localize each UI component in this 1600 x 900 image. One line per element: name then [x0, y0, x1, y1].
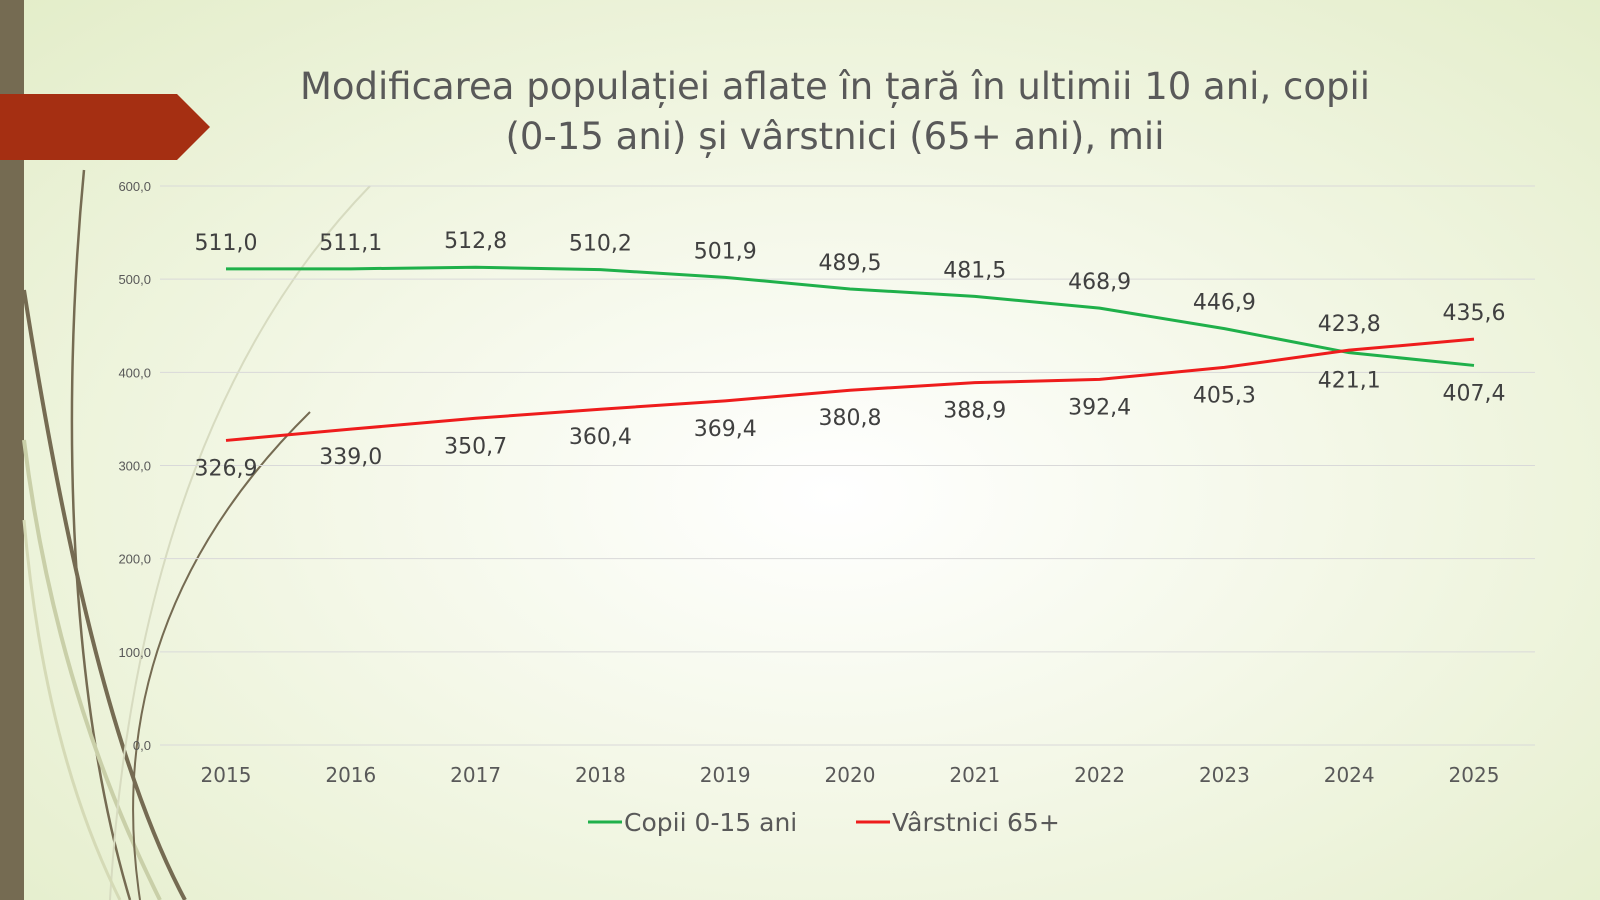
- data-label: 501,9: [694, 239, 757, 264]
- legend-label-copii: Copii 0-15 ani: [624, 808, 797, 837]
- data-label: 369,4: [694, 417, 757, 442]
- accent-arrow: [0, 94, 210, 160]
- x-axis: 2015 2016 2017 2018 2019 2020 2021 2022 2023 2024…: [201, 763, 1500, 787]
- series-lines: [225, 265, 1475, 442]
- y-tick-label: 200,0: [118, 552, 151, 567]
- data-label: 446,9: [1193, 291, 1256, 316]
- data-label: 392,4: [1068, 395, 1131, 420]
- data-label: 407,4: [1443, 381, 1506, 406]
- data-label: 405,3: [1193, 383, 1256, 408]
- x-tick-label: 2021: [949, 763, 1000, 787]
- y-tick-label: 400,0: [118, 365, 151, 380]
- data-label: 468,9: [1068, 270, 1131, 295]
- data-label: 339,0: [319, 445, 382, 470]
- legend: Copii 0-15 ani Vârstnici 65+: [588, 808, 1060, 837]
- data-label: 380,8: [819, 406, 882, 431]
- data-label: 481,5: [943, 258, 1006, 283]
- data-label: 326,9: [195, 456, 258, 481]
- x-tick-label: 2015: [201, 763, 252, 787]
- x-tick-label: 2020: [825, 763, 876, 787]
- series-line-varstnici: [225, 337, 1475, 442]
- data-label: 510,2: [569, 232, 632, 257]
- x-tick-label: 2023: [1199, 763, 1250, 787]
- x-tick-label: 2019: [700, 763, 751, 787]
- data-label: 512,8: [444, 229, 507, 254]
- data-label: 511,1: [319, 231, 382, 256]
- chart-title-line-1: Modificarea populației aflate în țară în…: [299, 65, 1371, 108]
- chart-title: Modificarea populației aflate în țară în…: [250, 62, 1420, 162]
- legend-label-varstnici: Vârstnici 65+: [892, 808, 1060, 837]
- y-tick-label: 600,0: [118, 179, 151, 194]
- data-label: 489,5: [819, 251, 882, 276]
- data-label: 360,4: [569, 425, 632, 450]
- decorative-curves: [22, 169, 371, 900]
- chart-title-line-2: (0-15 ani) și vârstnici (65+ ani), mii: [505, 115, 1165, 158]
- data-label: 350,7: [444, 434, 507, 459]
- y-axis: 0,0 100,0 200,0 300,0 400,0 500,0 600,0: [118, 179, 151, 753]
- data-label: 435,6: [1443, 301, 1506, 326]
- data-labels: 511,0 511,1 512,8 510,2 501,9 489,5 481,5 468,9…: [195, 229, 1506, 481]
- y-tick-label: 300,0: [118, 459, 151, 474]
- x-tick-label: 2022: [1074, 763, 1125, 787]
- x-tick-label: 2025: [1449, 763, 1500, 787]
- y-tick-label: 0,0: [133, 738, 151, 753]
- data-label: 423,8: [1318, 312, 1381, 337]
- data-label: 421,1: [1318, 369, 1381, 394]
- x-tick-label: 2016: [325, 763, 376, 787]
- gridlines: [160, 185, 1535, 746]
- x-tick-label: 2017: [450, 763, 501, 787]
- x-tick-label: 2024: [1324, 763, 1375, 787]
- y-tick-label: 100,0: [118, 645, 151, 660]
- series-line-copii: [225, 265, 1475, 367]
- data-label: 388,9: [943, 399, 1006, 424]
- x-tick-label: 2018: [575, 763, 626, 787]
- y-tick-label: 500,0: [118, 272, 151, 287]
- data-label: 511,0: [195, 231, 258, 256]
